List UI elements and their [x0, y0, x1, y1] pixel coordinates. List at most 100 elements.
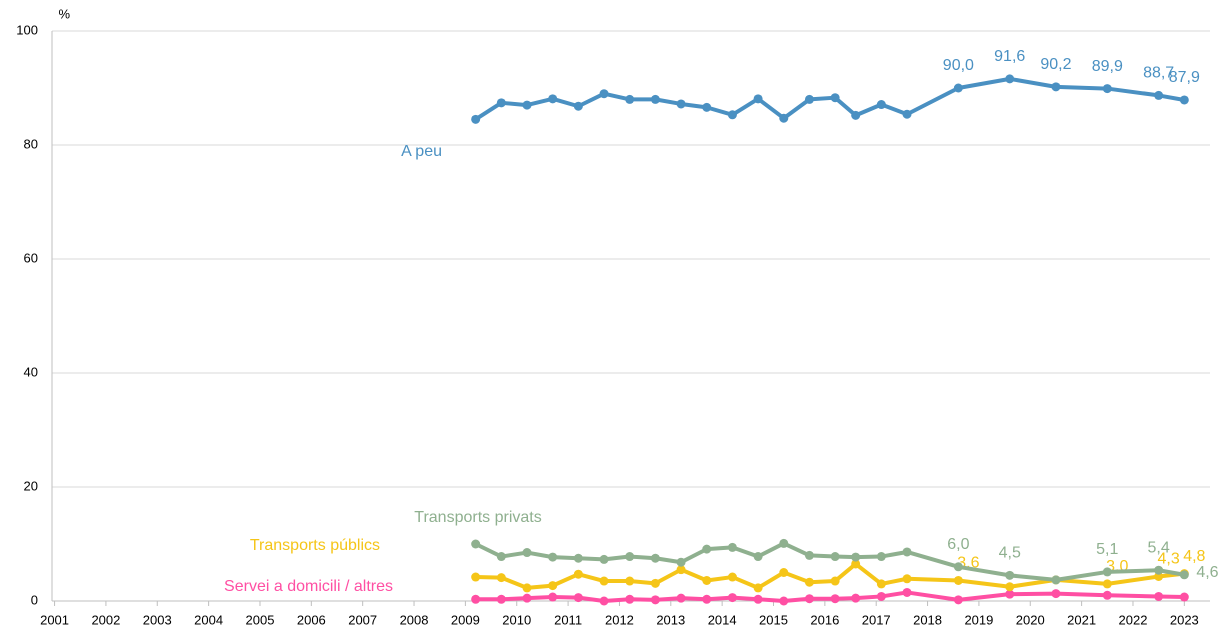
marker [830, 594, 840, 604]
marker [902, 109, 912, 119]
marker [702, 544, 712, 554]
series-line [475, 561, 1185, 590]
marker [599, 89, 609, 99]
marker [625, 576, 635, 586]
marker [1102, 84, 1112, 94]
marker [1051, 589, 1061, 599]
x-tick-label: 2012 [605, 612, 634, 627]
marker [1179, 592, 1189, 602]
marker [804, 94, 814, 104]
marker [753, 594, 763, 604]
marker [599, 576, 609, 586]
marker [522, 548, 532, 558]
marker [702, 102, 712, 112]
marker [902, 574, 912, 584]
marker [471, 594, 481, 604]
marker [953, 595, 963, 605]
x-tick-label: 2007 [348, 612, 377, 627]
marker [548, 94, 558, 104]
x-tick-label: 2001 [40, 612, 69, 627]
marker [753, 94, 763, 104]
x-tick-label: 2008 [400, 612, 429, 627]
x-tick-label: 2013 [656, 612, 685, 627]
marker [1154, 565, 1164, 575]
marker [496, 552, 506, 562]
y-tick-label: 60 [24, 250, 38, 265]
value-label: 87,9 [1169, 69, 1200, 86]
marker [625, 594, 635, 604]
marker [548, 552, 558, 562]
marker [650, 94, 660, 104]
x-tick-label: 2017 [862, 612, 891, 627]
x-tick-label: 2006 [297, 612, 326, 627]
marker [573, 553, 583, 563]
marker [522, 100, 532, 110]
marker [1005, 589, 1015, 599]
x-tick-label: 2003 [143, 612, 172, 627]
marker [851, 110, 861, 120]
value-label: 4,3 [1158, 551, 1180, 568]
marker [1179, 95, 1189, 105]
x-tick-label: 2020 [1016, 612, 1045, 627]
marker [851, 593, 861, 603]
value-label: 90,0 [943, 57, 974, 74]
marker [522, 583, 532, 593]
marker [650, 578, 660, 588]
y-unit: % [58, 6, 70, 21]
x-tick-label: 2014 [708, 612, 737, 627]
marker [1179, 570, 1189, 580]
marker [625, 94, 635, 104]
series-name: A peu [401, 143, 442, 160]
marker [727, 110, 737, 120]
marker [727, 572, 737, 582]
marker [496, 594, 506, 604]
marker [548, 581, 558, 591]
value-label: 6,0 [947, 536, 969, 553]
marker [1005, 74, 1015, 84]
marker [1051, 82, 1061, 92]
marker [876, 552, 886, 562]
marker [650, 553, 660, 563]
marker [830, 93, 840, 103]
marker [471, 572, 481, 582]
marker [676, 593, 686, 603]
marker [727, 593, 737, 603]
marker [902, 547, 912, 557]
y-tick-label: 40 [24, 364, 38, 379]
x-tick-label: 2002 [91, 612, 120, 627]
y-tick-label: 0 [31, 592, 38, 607]
x-tick-label: 2015 [759, 612, 788, 627]
x-tick-label: 2009 [451, 612, 480, 627]
marker [573, 101, 583, 111]
marker [1154, 90, 1164, 100]
marker [953, 83, 963, 93]
x-tick-label: 2022 [1119, 612, 1148, 627]
marker [1102, 590, 1112, 600]
marker [830, 552, 840, 562]
marker [702, 594, 712, 604]
x-tick-label: 2019 [964, 612, 993, 627]
value-label: 90,2 [1040, 56, 1071, 73]
marker [753, 552, 763, 562]
series-line [474, 76, 1185, 122]
marker [599, 554, 609, 564]
marker [953, 575, 963, 585]
marker [548, 592, 558, 602]
marker [1005, 570, 1015, 580]
marker [1005, 582, 1015, 592]
marker [804, 577, 814, 587]
x-tick-label: 2018 [913, 612, 942, 627]
marker [851, 552, 861, 562]
marker [953, 562, 963, 572]
value-label: 5,1 [1096, 541, 1118, 558]
marker [1051, 575, 1061, 585]
marker [496, 98, 506, 108]
x-tick-label: 2016 [810, 612, 839, 627]
x-tick-label: 2023 [1170, 612, 1199, 627]
x-tick-label: 2010 [502, 612, 531, 627]
x-tick-label: 2021 [1067, 612, 1096, 627]
value-label: 5,4 [1148, 539, 1170, 556]
marker [876, 579, 886, 589]
value-label: 89,9 [1092, 58, 1123, 75]
marker [650, 595, 660, 605]
